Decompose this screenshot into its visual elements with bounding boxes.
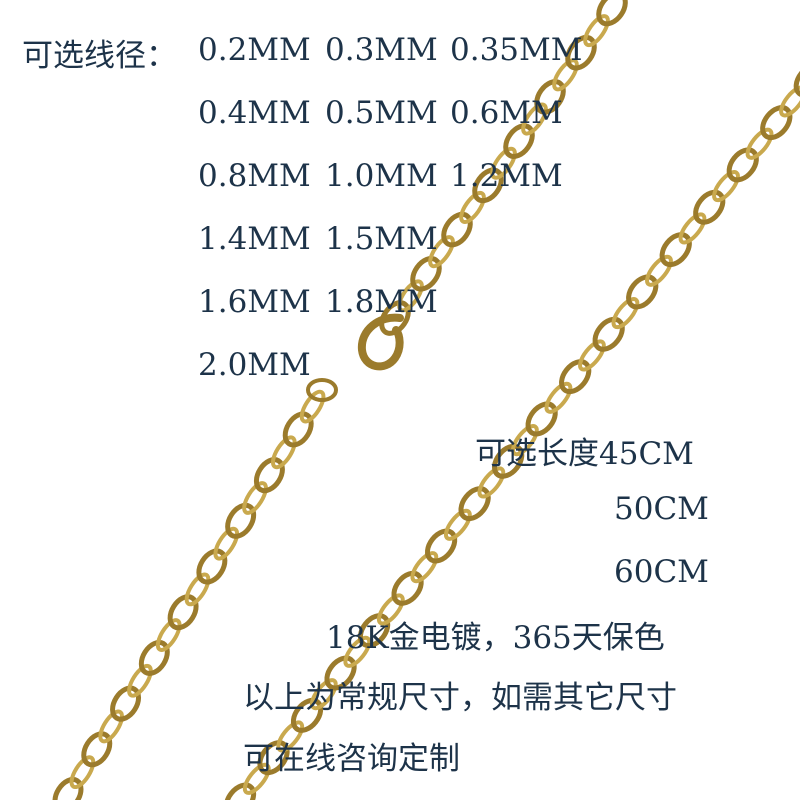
chain-link — [477, 466, 506, 499]
wire-diameter-option: 1.5MM — [325, 221, 438, 257]
chain-link — [225, 502, 257, 539]
chain-link — [184, 572, 211, 607]
chain-link — [559, 359, 592, 395]
chain-link — [196, 548, 228, 585]
wire-diameter-option: 2.0MM — [198, 347, 311, 383]
chain-link — [424, 528, 458, 564]
wire-diameter-option: 1.2MM — [450, 158, 563, 194]
chain-link — [760, 105, 793, 141]
chain-link — [110, 685, 142, 722]
chain-link — [712, 170, 740, 203]
chain-link — [299, 389, 326, 424]
chain-link — [428, 235, 455, 269]
chain-link — [611, 297, 640, 330]
chain-link — [167, 594, 199, 631]
length-option-45: 可选长度45CM — [475, 428, 694, 473]
jump-ring — [306, 378, 338, 402]
plating-text: 18K金电镀，365天保色 — [326, 620, 665, 656]
wire-diameter-option: 0.3MM — [325, 32, 438, 68]
wire-diameter-option: 0.35MM — [450, 32, 583, 68]
wire-diameter-option: 0.4MM — [198, 95, 311, 131]
chain-link — [490, 146, 517, 180]
wire-diameter-option: 1.8MM — [325, 284, 438, 320]
chain-link — [525, 401, 558, 437]
chain-link — [552, 58, 579, 92]
wire-diameter-option: 1.4MM — [198, 221, 311, 257]
chain-link — [511, 424, 539, 457]
chain-link — [309, 678, 338, 711]
wire-diameter-option: 0.6MM — [450, 95, 563, 131]
chain-link — [503, 123, 535, 159]
chain-link — [645, 254, 673, 287]
wire-diameter-option: 0.2MM — [198, 32, 311, 68]
chain-link — [213, 526, 240, 561]
chain-link — [410, 551, 439, 584]
wire-diameter-option: 1.6MM — [198, 284, 311, 320]
chain-link — [678, 212, 707, 245]
chain-link — [69, 755, 96, 790]
chain-link — [745, 127, 774, 160]
online-consult-note: 可在线咨询定制 — [243, 741, 460, 777]
length-value: 45CM — [599, 436, 694, 472]
chain-link — [223, 782, 257, 800]
chain-link — [459, 190, 486, 224]
chain-link — [242, 762, 271, 795]
chain-link — [626, 274, 659, 310]
chain-link — [282, 411, 314, 448]
chain-link — [253, 457, 285, 494]
chain-link — [290, 697, 324, 733]
chain-link — [376, 593, 405, 626]
chain-link — [534, 79, 566, 115]
chain-link — [592, 316, 625, 352]
chain-link — [343, 635, 372, 668]
wire-diameter-label: 可选线径： — [22, 38, 177, 74]
chain-link — [276, 720, 305, 753]
chain-link — [138, 639, 170, 676]
chain-link — [324, 655, 357, 691]
chain-link — [659, 232, 692, 268]
chain-strand-right — [223, 62, 800, 800]
chain-link — [155, 618, 182, 652]
chain-link — [492, 443, 525, 479]
length-label: 可选长度 — [475, 436, 599, 472]
chain-link — [410, 256, 442, 292]
chain-link — [257, 740, 290, 776]
custom-size-note: 以上为常规尺寸，如需其它尺寸 — [243, 680, 677, 716]
chain-link — [391, 570, 424, 606]
chain-link — [726, 147, 759, 183]
chain-link — [242, 481, 268, 515]
chain-link — [521, 102, 548, 136]
chain-link — [565, 34, 597, 71]
chain-link — [793, 62, 800, 98]
chain-link — [693, 189, 726, 225]
chain-link — [544, 381, 573, 414]
wire-diameter-option: 1.0MM — [325, 158, 438, 194]
wire-diameter-option: 0.5MM — [325, 95, 438, 131]
chain-link — [270, 435, 297, 470]
chain-link — [441, 211, 473, 248]
chain-link — [578, 339, 606, 372]
chain-link — [52, 776, 84, 800]
chain-link — [443, 508, 472, 541]
chain-link — [779, 85, 800, 118]
chain-strand-clasp — [379, 0, 628, 336]
chain-link — [127, 663, 153, 698]
length-option-50: 50CM — [614, 491, 709, 527]
chain-link — [458, 486, 491, 522]
chain-link — [583, 14, 610, 48]
wire-diameter-option: 0.8MM — [198, 158, 311, 194]
chain-link — [81, 731, 113, 768]
chain-link — [357, 613, 391, 649]
length-option-60: 60CM — [614, 554, 709, 590]
lobster-clasp — [357, 313, 404, 371]
chain-link — [98, 709, 124, 744]
chain-link — [379, 300, 411, 336]
chain-link — [472, 167, 504, 204]
chain-link — [596, 0, 628, 27]
chain-strand-left — [52, 389, 326, 800]
chain-link — [397, 279, 424, 313]
